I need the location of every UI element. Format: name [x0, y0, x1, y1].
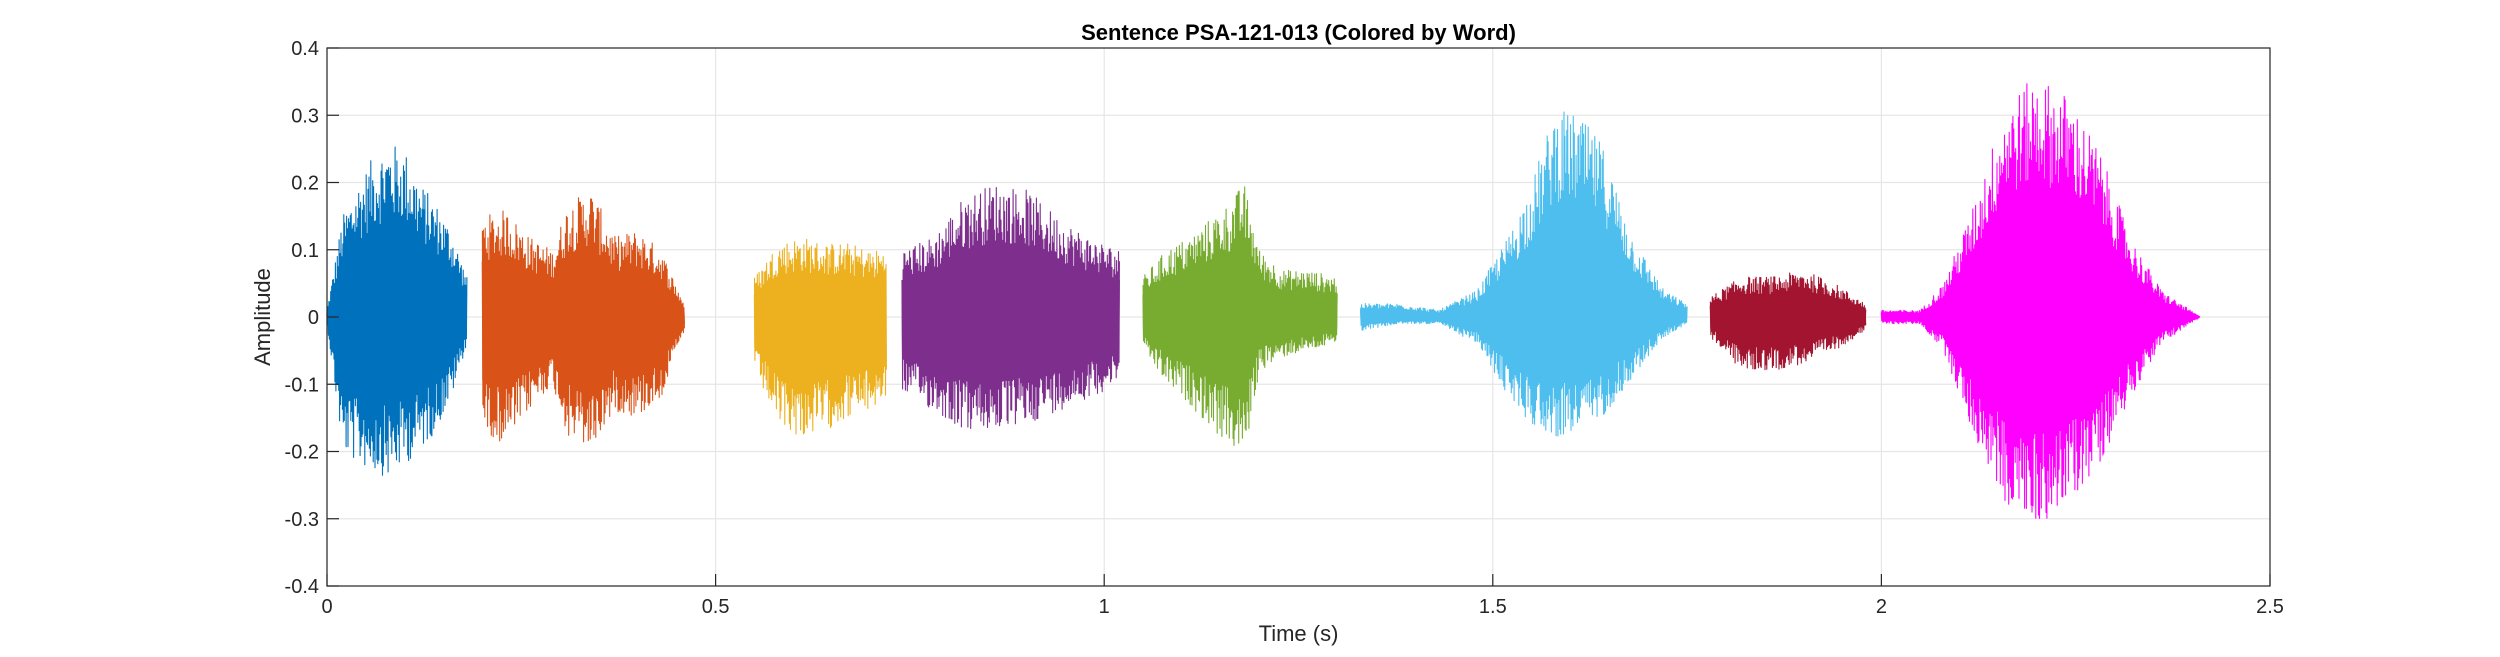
waveform-word-7-core — [1709, 291, 1867, 347]
y-tick-label: 0.3 — [291, 105, 319, 127]
y-tick-label: -0.4 — [285, 576, 319, 598]
x-tick-label: 0 — [321, 596, 332, 618]
axis-ticks: 0 0.5 1 1.5 2 2.5 -0.4 -0.3 -0.2 -0.1 0 0.1 0.2 0.3 0.… — [285, 38, 2284, 618]
y-tick-label: 0.2 — [291, 173, 319, 195]
chart-title: Sentence PSA-121-013 (Colored by Word) — [1081, 20, 1516, 45]
y-tick-label: 0.4 — [291, 38, 319, 60]
waveform-series — [326, 83, 2201, 520]
y-tick-label: -0.1 — [285, 374, 319, 396]
y-tick-label: 0 — [308, 307, 319, 329]
x-tick-label: 1.5 — [1479, 596, 1507, 618]
y-tick-label: -0.2 — [285, 442, 319, 464]
waveform-word-3-core — [753, 272, 887, 384]
y-tick-label: 0.1 — [291, 240, 319, 262]
waveform-word-2-core — [481, 246, 685, 391]
waveform-word-1 — [326, 146, 468, 476]
x-tick-label: 1 — [1099, 596, 1110, 618]
waveform-word-8-core — [1880, 183, 2201, 432]
waveform-word-1-core — [326, 220, 468, 406]
x-tick-label: 2 — [1876, 596, 1887, 618]
x-tick-label: 0.5 — [702, 596, 730, 618]
y-axis-label: Amplitude — [250, 268, 275, 366]
waveform-word-4-core — [901, 242, 1120, 380]
waveform-word-5-core — [1142, 243, 1338, 395]
y-tick-label: -0.3 — [285, 509, 319, 531]
x-axis-label: Time (s) — [1259, 621, 1339, 646]
waveform-word-6-core — [1360, 202, 1688, 384]
x-tick-label: 2.5 — [2256, 596, 2284, 618]
